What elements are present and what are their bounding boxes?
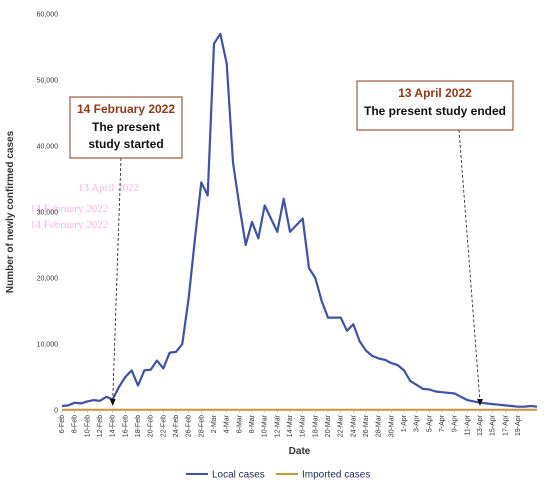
x-tick-label: 13-Apr bbox=[477, 414, 484, 436]
x-tick-label: 15-Apr bbox=[490, 414, 497, 436]
y-tick-label: 30,000 bbox=[37, 210, 59, 217]
y-tick-label: 50,000 bbox=[37, 78, 59, 85]
ghost-text: 13 April 2022 bbox=[78, 182, 139, 194]
x-tick-label: 30-Mar bbox=[388, 414, 395, 437]
x-tick-label: 3-Apr bbox=[414, 414, 421, 432]
annotations: 14 February 2022 The present study started… bbox=[69, 80, 514, 406]
x-tick-label: 7-Apr bbox=[439, 414, 446, 432]
x-tick-label: 20-Feb bbox=[148, 415, 155, 437]
x-tick-label: 4-Mar bbox=[224, 414, 231, 433]
x-tick-label: 5-Apr bbox=[426, 414, 433, 432]
legend-label: Local cases bbox=[212, 470, 265, 481]
legend-label: Imported cases bbox=[302, 470, 370, 481]
x-tick-label: 6-Mar bbox=[236, 414, 243, 433]
y-axis: 0 10,000 20,000 30,000 40,000 50,000 60,000 bbox=[37, 12, 59, 415]
annotation-box bbox=[356, 80, 514, 131]
x-tick-label: 8-Feb bbox=[72, 415, 79, 433]
x-tick-label: 22-Mar bbox=[338, 414, 345, 437]
x-tick-label: 2-Mar bbox=[211, 414, 218, 433]
x-tick-label: 18-Feb bbox=[135, 415, 142, 437]
annotation-date: 14 February 2022 bbox=[77, 102, 175, 116]
legend-item-imported-cases: Imported cases bbox=[276, 470, 370, 481]
x-tick-label: 19-Apr bbox=[515, 414, 522, 436]
x-tick-label: 28-Feb bbox=[198, 415, 205, 437]
ghost-text: 14 February 2022 bbox=[30, 203, 108, 215]
y-tick-label: 40,000 bbox=[37, 144, 59, 151]
x-tick-label: 26-Mar bbox=[363, 414, 370, 437]
series-lines bbox=[61, 32, 538, 411]
x-tick-label: 6-Feb bbox=[59, 415, 66, 433]
x-tick-label: 8-Mar bbox=[249, 414, 256, 433]
annotation-end: 13 April 2022 The present study ended bbox=[356, 80, 514, 406]
x-axis: 6-Feb 8-Feb 10-Feb 12-Feb 14-Feb 16-Feb 18-Feb… bbox=[59, 409, 537, 437]
legend: Local cases Imported cases bbox=[186, 470, 370, 481]
legend-item-local-cases: Local cases bbox=[186, 470, 265, 481]
annotation-box bbox=[69, 96, 183, 159]
y-tick-label: 60,000 bbox=[37, 12, 59, 19]
x-tick-label: 24-Feb bbox=[173, 415, 180, 437]
x-tick-label: 18-Mar bbox=[312, 414, 319, 437]
x-tick-label: 1-Apr bbox=[401, 414, 408, 432]
annotation-arrow bbox=[458, 129, 481, 403]
x-tick-label: 11-Apr bbox=[464, 414, 471, 435]
x-tick-label: 28-Mar bbox=[376, 414, 383, 437]
x-tick-label: 9-Apr bbox=[452, 414, 459, 432]
annotation-arrowhead bbox=[109, 399, 116, 406]
annotation-text: The present bbox=[92, 120, 160, 134]
x-tick-label: 10-Mar bbox=[262, 414, 269, 437]
annotation-text: study started bbox=[88, 137, 163, 151]
x-tick-label: 14-Feb bbox=[110, 415, 117, 437]
series-line-local-cases bbox=[61, 32, 538, 408]
x-tick-label: 14-Mar bbox=[287, 414, 294, 437]
x-tick-label: 10-Feb bbox=[84, 415, 91, 437]
x-tick-label: 12-Mar bbox=[274, 414, 281, 437]
y-tick-label: 0 bbox=[54, 408, 58, 415]
x-tick-label: 26-Feb bbox=[186, 415, 193, 437]
x-tick-label: 12-Feb bbox=[97, 415, 104, 437]
annotation-arrow bbox=[112, 157, 122, 403]
x-tick-label: 17-Apr bbox=[502, 414, 509, 436]
x-tick-label: 22-Feb bbox=[160, 415, 167, 437]
y-tick-label: 10,000 bbox=[37, 342, 59, 349]
annotation-date: 13 April 2022 bbox=[398, 86, 472, 100]
ghost-text: 14 February 2022 bbox=[30, 219, 108, 231]
x-tick-label: 16-Feb bbox=[122, 415, 129, 437]
x-tick-label: 24-Mar bbox=[350, 414, 357, 437]
x-tick-label: 16-Mar bbox=[300, 414, 307, 437]
x-axis-title: Date bbox=[289, 446, 311, 457]
annotation-start: 14 February 2022 The present study started bbox=[69, 96, 183, 406]
ghost-overlay-text: 13 April 2022 14 February 2022 14 February… bbox=[30, 182, 139, 231]
annotation-arrowhead bbox=[477, 399, 483, 406]
annotation-text: The present study ended bbox=[364, 104, 506, 118]
y-tick-label: 20,000 bbox=[37, 276, 59, 283]
y-axis-title: Number of newly confirmed cases bbox=[5, 130, 16, 293]
x-tick-label: 20-Mar bbox=[325, 414, 332, 437]
